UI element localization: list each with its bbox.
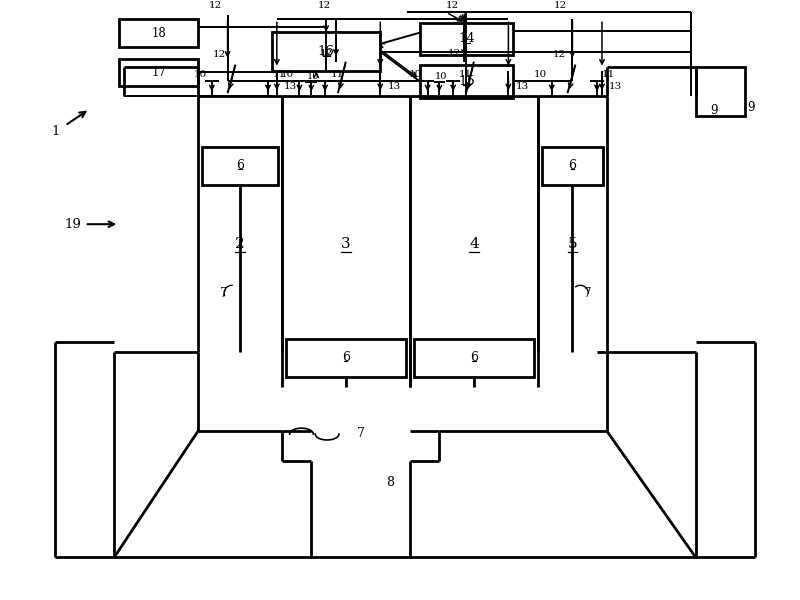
Bar xyxy=(695,67,745,116)
Text: 12: 12 xyxy=(318,1,330,10)
Text: 12: 12 xyxy=(319,49,333,58)
Bar xyxy=(272,32,380,71)
Bar xyxy=(119,19,198,47)
Text: 16: 16 xyxy=(318,45,334,58)
Bar xyxy=(119,59,198,86)
Bar xyxy=(420,65,514,98)
Text: 13: 13 xyxy=(387,82,401,91)
Text: 10: 10 xyxy=(435,72,447,81)
Text: 7: 7 xyxy=(220,287,228,299)
Text: 9: 9 xyxy=(710,104,718,118)
Text: 11: 11 xyxy=(602,70,615,79)
Text: 7: 7 xyxy=(357,427,365,440)
Text: 10: 10 xyxy=(534,70,546,79)
Text: 6: 6 xyxy=(470,351,478,364)
Text: 13: 13 xyxy=(284,82,298,91)
Text: 15: 15 xyxy=(458,75,475,88)
Bar xyxy=(202,148,278,185)
Text: 6: 6 xyxy=(236,158,244,172)
Text: 14: 14 xyxy=(458,32,475,46)
Text: 7: 7 xyxy=(585,287,592,299)
Text: 12: 12 xyxy=(213,50,226,59)
Text: 6: 6 xyxy=(569,158,577,172)
Bar xyxy=(542,148,603,185)
Text: 19: 19 xyxy=(65,218,82,230)
Text: 10: 10 xyxy=(307,72,319,81)
Text: 12: 12 xyxy=(447,49,461,58)
Text: 5: 5 xyxy=(568,237,578,251)
Text: 18: 18 xyxy=(151,26,166,40)
Text: 10: 10 xyxy=(281,70,294,79)
Text: 8: 8 xyxy=(386,476,394,489)
Text: 9: 9 xyxy=(747,101,754,115)
Text: 10: 10 xyxy=(409,70,422,79)
Text: 12: 12 xyxy=(209,1,222,10)
Text: 13: 13 xyxy=(515,82,529,91)
Text: 17: 17 xyxy=(151,66,166,79)
Text: 11: 11 xyxy=(273,70,286,79)
Bar xyxy=(414,340,534,377)
Text: 11: 11 xyxy=(330,70,343,79)
Text: 4: 4 xyxy=(469,237,478,251)
Text: 12: 12 xyxy=(554,1,567,10)
Text: 12: 12 xyxy=(446,1,459,10)
Bar xyxy=(420,23,514,55)
Text: 13: 13 xyxy=(609,82,622,91)
Text: 10: 10 xyxy=(194,70,206,79)
Text: 1: 1 xyxy=(51,125,59,138)
Text: 12: 12 xyxy=(553,50,566,59)
Text: 6: 6 xyxy=(342,351,350,364)
Text: 3: 3 xyxy=(341,237,350,251)
Bar xyxy=(286,340,406,377)
Text: 2: 2 xyxy=(235,237,245,251)
Text: 11: 11 xyxy=(458,70,472,79)
